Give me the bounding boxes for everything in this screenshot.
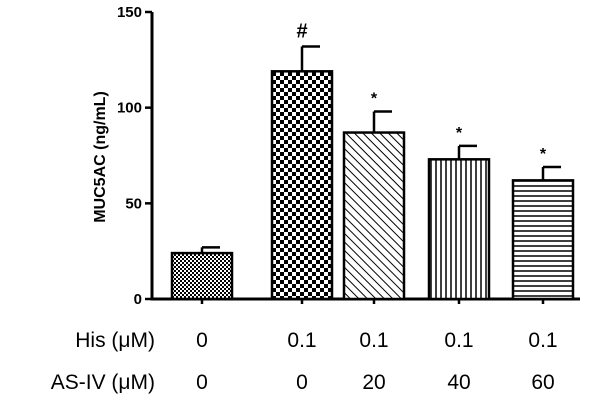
significance-mark: # — [296, 20, 307, 42]
significance-mark: * — [371, 90, 378, 107]
condition-cell: 20 — [362, 371, 385, 394]
bar — [342, 131, 406, 301]
condition-cell: 0.1 — [359, 329, 388, 352]
y-tick-label: 100 — [117, 100, 142, 117]
bar — [270, 70, 334, 301]
bar — [170, 251, 234, 301]
y-tick-label: 50 — [125, 195, 142, 212]
significance-mark: * — [456, 125, 463, 142]
condition-table: His (μM) 0 0.1 0.1 0.1 0.1 AS-IV (μM) 0 0 20 40 60 — [51, 329, 558, 394]
error-bars — [200, 45, 561, 254]
bar — [427, 158, 491, 301]
condition-row-label: His (μM) — [75, 329, 155, 352]
y-tick-label: 150 — [117, 4, 142, 21]
significance-annotations: # * * * — [296, 20, 546, 163]
condition-cell: 0 — [296, 371, 308, 394]
y-axis-label: MUC5AC (ng/mL) — [92, 91, 109, 223]
condition-cell: 0 — [196, 329, 208, 352]
condition-cell: 0.1 — [287, 329, 316, 352]
y-tick-label: 0 — [134, 291, 142, 308]
condition-cell: 60 — [531, 371, 554, 394]
condition-cell: 0.1 — [528, 329, 557, 352]
condition-row-label: AS-IV (μM) — [51, 371, 155, 394]
condition-cell: 40 — [447, 371, 470, 394]
bar — [511, 179, 575, 301]
condition-cell: 0.1 — [444, 329, 473, 352]
condition-cell: 0 — [196, 371, 208, 394]
significance-mark: * — [540, 146, 547, 163]
bars — [170, 70, 575, 301]
